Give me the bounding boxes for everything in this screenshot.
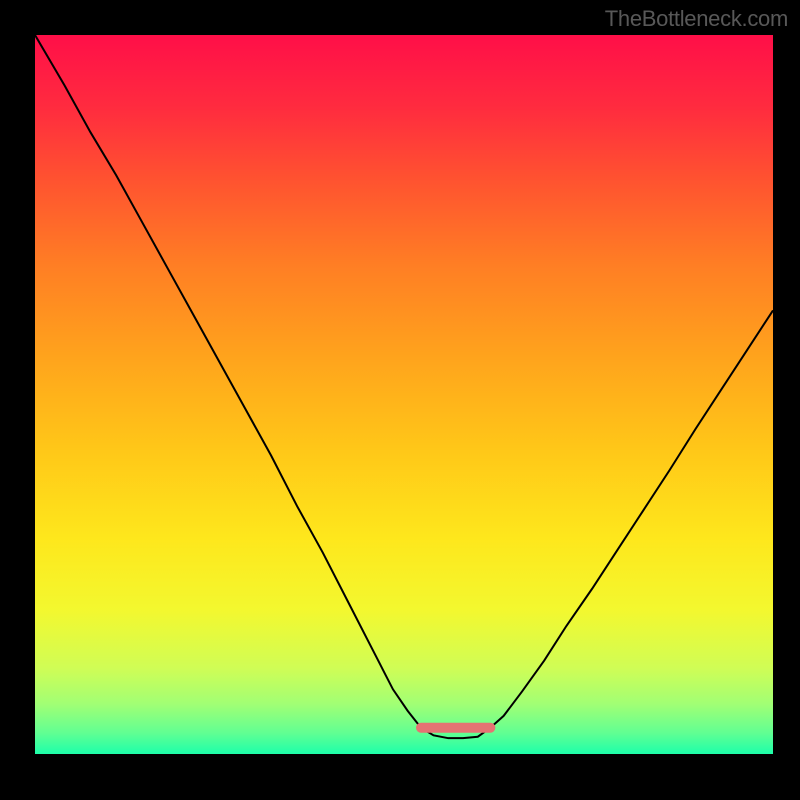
chart-container [35,35,773,754]
bottleneck-chart [35,35,773,754]
chart-background-gradient [35,35,773,754]
watermark-text: TheBottleneck.com [605,6,788,32]
